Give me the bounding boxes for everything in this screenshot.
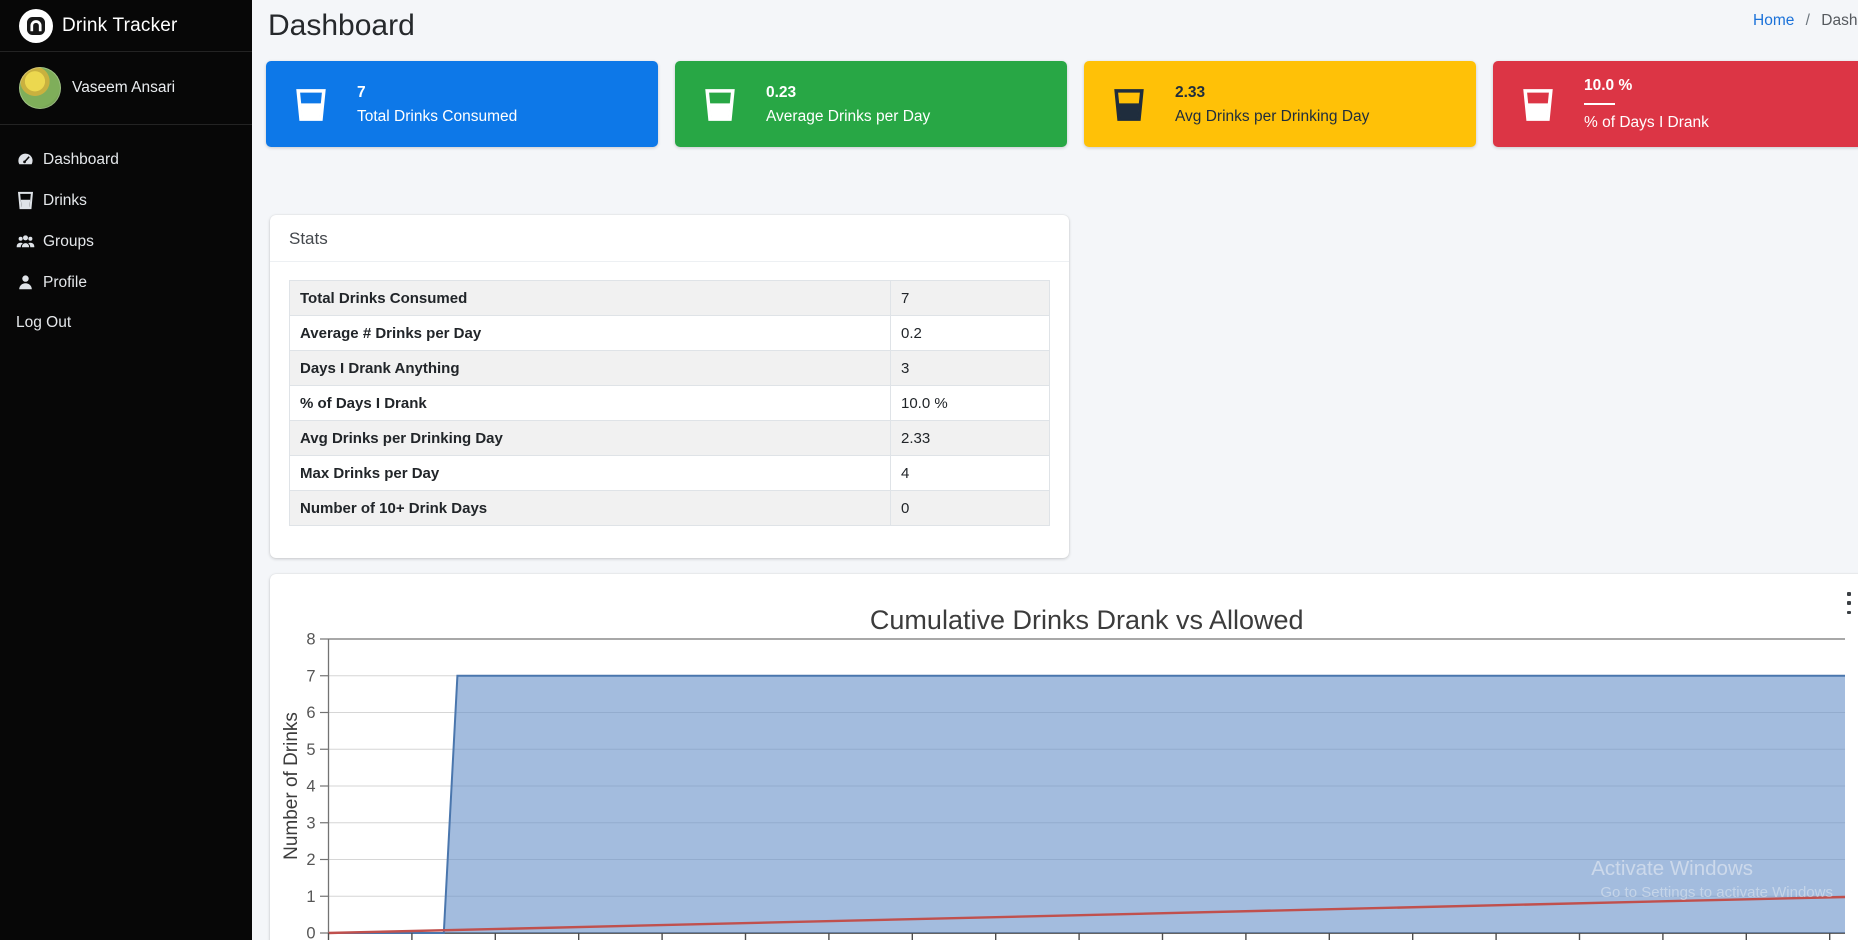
- table-row: Average # Drinks per Day 0.2: [289, 315, 1050, 351]
- user-name[interactable]: Vaseem Ansari: [72, 79, 176, 96]
- stat-card: 10.0 % % of Days I Drank: [1493, 61, 1858, 147]
- stats-card-body: Total Drinks Consumed 7 Average # Drinks p…: [270, 262, 1069, 544]
- table-row: Number of 10+ Drink Days 0: [289, 490, 1050, 526]
- table-row: Avg Drinks per Drinking Day 2.33: [289, 420, 1050, 456]
- stats-card-header: Stats: [270, 215, 1069, 262]
- breadcrumb-separator: /: [1805, 12, 1810, 29]
- table-row: % of Days I Drank 10.0 %: [289, 385, 1050, 421]
- stat-card: 2.33 Avg Drinks per Drinking Day: [1084, 61, 1476, 147]
- stat-card-label: % of Days I Drank: [1584, 114, 1709, 132]
- glass-icon: [1520, 87, 1556, 123]
- svg-text:Activate Windows: Activate Windows: [1591, 857, 1753, 880]
- breadcrumb-current: Dashboard: [1821, 12, 1858, 29]
- svg-text:6: 6: [306, 704, 315, 722]
- stats-table: Total Drinks Consumed 7 Average # Drinks p…: [289, 280, 1050, 526]
- groups-icon: [16, 232, 35, 251]
- windows-activation-watermark: Activate Windows Go to Settings to activa…: [1591, 857, 1833, 901]
- stat-card: 0.23 Average Drinks per Day: [675, 61, 1067, 147]
- svg-text:0: 0: [306, 925, 315, 940]
- drinks-icon: [16, 191, 35, 210]
- stat-card-value: 10.0 %: [1584, 77, 1633, 94]
- sidebar-item-label: Log Out: [16, 314, 72, 331]
- stat-row-label: Average # Drinks per Day: [289, 315, 891, 351]
- page-title: Dashboard: [268, 9, 415, 42]
- breadcrumb: Home / Dashboard: [1753, 12, 1858, 30]
- svg-text:7: 7: [306, 667, 315, 685]
- profile-icon: [16, 273, 35, 292]
- table-row: Total Drinks Consumed 7: [289, 280, 1050, 316]
- sidebar-item-label: Profile: [43, 273, 87, 291]
- sidebar-item-groups[interactable]: Groups: [0, 221, 252, 262]
- stat-row-value: 4: [890, 455, 1050, 491]
- svg-text:Number of Drinks: Number of Drinks: [281, 712, 302, 860]
- brand-title: Drink Tracker: [62, 14, 178, 36]
- svg-text:5: 5: [306, 741, 315, 759]
- sidebar-item-label: Groups: [43, 232, 94, 250]
- glass-icon: [293, 87, 329, 123]
- stat-card-value: 7: [357, 83, 366, 101]
- stat-row-value: 0: [890, 490, 1050, 526]
- stat-card-label: Avg Drinks per Drinking Day: [1175, 107, 1370, 125]
- stat-row-label: Number of 10+ Drink Days: [289, 490, 891, 526]
- kebab-menu-icon[interactable]: [1842, 592, 1856, 614]
- stat-card-label: Average Drinks per Day: [766, 107, 931, 125]
- user-panel: Vaseem Ansari: [0, 52, 252, 125]
- stat-row-label: Max Drinks per Day: [289, 455, 891, 491]
- stat-row-value: 2.33: [890, 420, 1050, 456]
- svg-text:2: 2: [306, 851, 315, 869]
- table-row: Days I Drank Anything 3: [289, 350, 1050, 386]
- brand[interactable]: Drink Tracker: [0, 0, 252, 52]
- stats-card: Stats Total Drinks Consumed 7 Average # Dr…: [270, 215, 1069, 558]
- stat-row-label: % of Days I Drank: [289, 385, 891, 421]
- sidebar-item-profile[interactable]: Profile: [0, 262, 252, 303]
- stat-row-value: 3: [890, 350, 1050, 386]
- svg-text:Cumulative Drinks Drank vs All: Cumulative Drinks Drank vs Allowed: [870, 605, 1304, 635]
- app-logo-icon: [19, 8, 53, 43]
- glass-icon: [702, 87, 738, 123]
- sidebar-menu: Dashboard Drinks Groups Profile Log Out: [0, 125, 252, 343]
- stat-card-label: Total Drinks Consumed: [357, 107, 518, 125]
- sidebar: Drink Tracker Vaseem Ansari Dashboard Dri…: [0, 0, 252, 940]
- dashboard-icon: [16, 150, 35, 169]
- svg-text:Go to Settings to activate Win: Go to Settings to activate Windows: [1600, 884, 1833, 901]
- stat-cards-row: 7 Total Drinks Consumed 0.23 Average Drinks…: [266, 61, 1858, 147]
- stat-row-label: Total Drinks Consumed: [289, 280, 891, 316]
- stat-card-value: 2.33: [1175, 83, 1206, 101]
- stat-row-value: 7: [890, 280, 1050, 316]
- stat-row-label: Days I Drank Anything: [289, 350, 891, 386]
- sidebar-item-log-out[interactable]: Log Out: [0, 303, 252, 343]
- sidebar-item-drinks[interactable]: Drinks: [0, 180, 252, 221]
- breadcrumb-home-link[interactable]: Home: [1753, 12, 1795, 29]
- svg-text:1: 1: [306, 888, 315, 906]
- cumulative-chart: Cumulative Drinks Drank vs Allowed 0 1 2 3 4 5…: [281, 605, 1846, 940]
- stat-card-divider: [1584, 103, 1615, 106]
- stat-card-value: 0.23: [766, 83, 797, 101]
- stat-card: 7 Total Drinks Consumed: [266, 61, 658, 147]
- sidebar-item-label: Drinks: [43, 191, 87, 209]
- svg-text:3: 3: [306, 814, 315, 832]
- sidebar-item-label: Dashboard: [43, 150, 119, 168]
- table-row: Max Drinks per Day 4: [289, 455, 1050, 491]
- stat-row-label: Avg Drinks per Drinking Day: [289, 420, 891, 456]
- stat-row-value: 10.0 %: [890, 385, 1050, 421]
- avatar[interactable]: [19, 67, 61, 109]
- sidebar-item-dashboard[interactable]: Dashboard: [0, 139, 252, 180]
- svg-text:8: 8: [306, 631, 315, 649]
- chart-card: Cumulative Drinks Drank vs Allowed 0 1 2 3 4 5…: [270, 574, 1858, 940]
- svg-text:4: 4: [306, 778, 315, 796]
- stat-row-value: 0.2: [890, 315, 1050, 351]
- glass-icon: [1111, 87, 1147, 123]
